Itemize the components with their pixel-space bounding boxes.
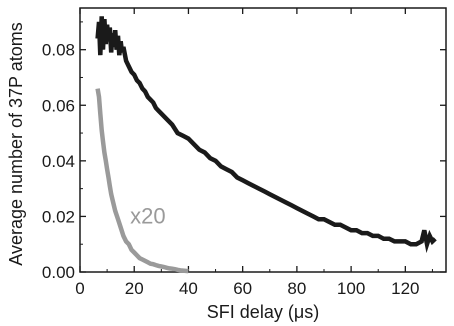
series-layer xyxy=(98,16,436,271)
y-tick-label: 0.08 xyxy=(42,41,75,60)
x-tick-label: 0 xyxy=(75,279,84,298)
annotation-x20: x20 xyxy=(130,203,165,228)
y-tick-label: 0.00 xyxy=(42,263,75,282)
x-axis-ticks: 0 20 40 60 80 100 120 xyxy=(75,8,432,298)
x-axis-title: SFI delay (μs) xyxy=(207,302,319,322)
y-axis-title: Average number of 37P atoms xyxy=(6,22,26,265)
series-line-x20 xyxy=(98,89,189,272)
y-tick-label: 0.02 xyxy=(42,207,75,226)
x-tick-label: 100 xyxy=(337,279,365,298)
plot-area xyxy=(80,8,446,272)
plot-frame xyxy=(80,8,446,272)
y-tick-label: 0.04 xyxy=(42,152,75,171)
x-tick-label: 20 xyxy=(125,279,144,298)
x-tick-label: 40 xyxy=(179,279,198,298)
x-tick-label: 120 xyxy=(391,279,419,298)
x-tick-label: 80 xyxy=(287,279,306,298)
y-tick-label: 0.06 xyxy=(42,96,75,115)
x-tick-label: 60 xyxy=(233,279,252,298)
